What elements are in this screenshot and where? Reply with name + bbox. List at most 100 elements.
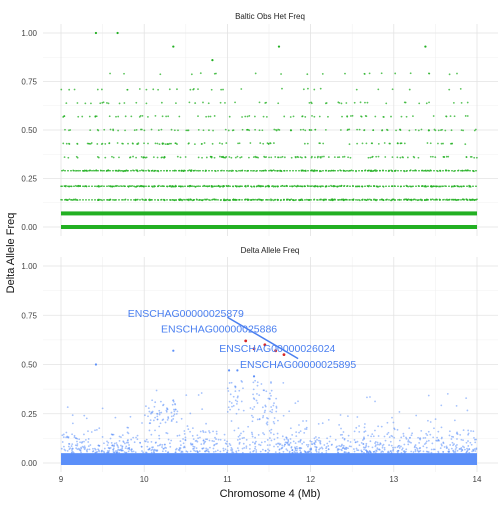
data-point (263, 433, 266, 436)
data-point (388, 142, 391, 145)
data-point (163, 443, 166, 446)
data-point (326, 442, 329, 445)
data-point (235, 403, 238, 405)
data-point (355, 88, 358, 91)
data-point (294, 156, 297, 159)
data-point (325, 445, 328, 448)
data-point (90, 142, 93, 144)
panel-top-points (60, 31, 478, 229)
data-point (392, 449, 394, 452)
highlight-point (252, 347, 256, 351)
data-point (240, 88, 243, 90)
data-point (369, 396, 371, 398)
data-point (349, 441, 352, 443)
data-point (260, 383, 263, 385)
data-point (337, 448, 340, 451)
data-point (261, 129, 264, 132)
data-point (424, 437, 427, 439)
data-point (347, 415, 349, 418)
data-point (158, 412, 161, 414)
panel-top: Baltic Obs Het Freq 0.00 0.25 0.50 0.75 1.00 (21, 12, 498, 236)
data-point (269, 410, 272, 413)
data-point (430, 451, 433, 454)
data-point (467, 429, 470, 432)
data-point (212, 450, 215, 453)
data-point (121, 434, 124, 437)
data-point (297, 440, 300, 443)
data-point (304, 116, 307, 118)
data-point (103, 128, 106, 131)
data-point (315, 448, 318, 451)
data-point (170, 415, 173, 418)
data-point (391, 156, 394, 159)
data-point (395, 129, 397, 132)
data-point (226, 387, 229, 390)
data-point (427, 430, 430, 433)
data-point (77, 169, 80, 172)
data-point (414, 450, 417, 453)
data-point (79, 449, 82, 452)
data-point (288, 443, 291, 446)
highlight-point (282, 353, 286, 357)
data-point (193, 143, 196, 146)
data-point (101, 436, 104, 438)
data-point (197, 394, 200, 396)
data-point (207, 450, 210, 453)
data-point (309, 440, 312, 442)
data-point (410, 441, 412, 444)
data-point (403, 443, 406, 446)
data-point (109, 437, 112, 440)
data-point (319, 87, 322, 90)
data-point (383, 448, 386, 451)
data-point (60, 447, 63, 450)
data-point (391, 416, 393, 419)
data-point (475, 438, 478, 441)
data-point (464, 143, 467, 146)
data-point (138, 115, 141, 118)
data-point (192, 88, 195, 91)
data-point (274, 156, 277, 158)
data-point (240, 379, 243, 382)
data-point (230, 402, 233, 404)
data-point (270, 431, 272, 434)
data-point (343, 451, 346, 453)
data-point (215, 432, 218, 435)
data-point (314, 128, 317, 131)
data-point (158, 409, 161, 412)
data-point (276, 445, 279, 448)
data-point (106, 440, 108, 443)
data-point (209, 155, 212, 158)
data-point (236, 400, 239, 403)
data-point (192, 438, 195, 441)
data-point (362, 446, 365, 449)
data-point (107, 441, 110, 444)
data-point (96, 451, 99, 453)
data-point (449, 115, 452, 118)
data-point (136, 434, 139, 437)
data-point (159, 400, 162, 403)
data-point (262, 142, 265, 145)
data-point (189, 430, 191, 433)
data-point (127, 426, 130, 429)
data-point (375, 444, 377, 446)
data-point (229, 408, 231, 411)
data-point (139, 441, 141, 444)
data-point (161, 142, 164, 145)
data-point (101, 101, 104, 104)
data-point (339, 433, 342, 436)
data-point (353, 438, 356, 441)
data-point (205, 447, 208, 450)
data-point (402, 432, 405, 435)
data-point (121, 445, 124, 448)
data-point (90, 102, 92, 105)
data-point (117, 129, 120, 132)
data-point (456, 449, 459, 452)
data-point (465, 397, 468, 400)
data-point (289, 427, 292, 430)
data-point (131, 450, 133, 453)
data-point (276, 436, 279, 439)
data-point (372, 450, 375, 453)
data-point (295, 431, 298, 433)
data-point (215, 443, 217, 445)
data-point (402, 435, 405, 437)
